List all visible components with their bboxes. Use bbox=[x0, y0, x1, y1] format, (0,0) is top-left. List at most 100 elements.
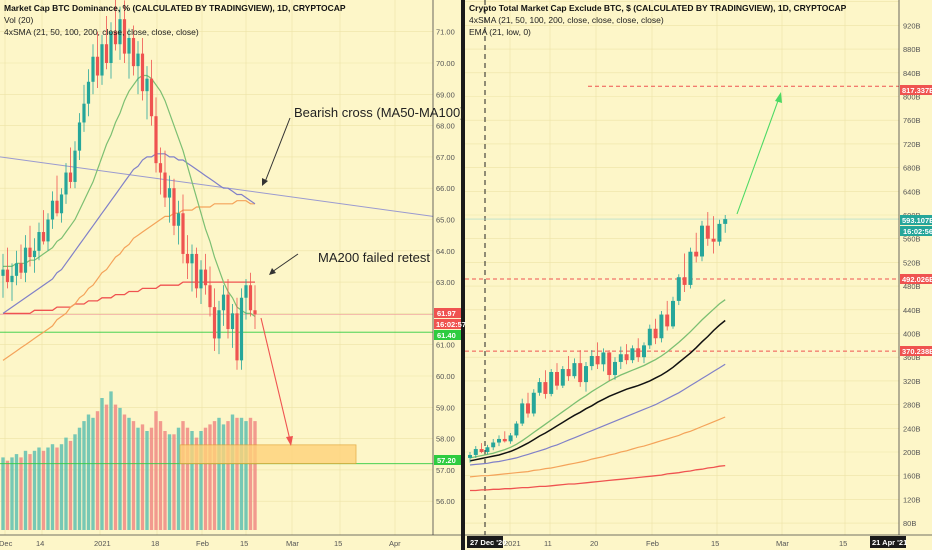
right-candle-body bbox=[589, 356, 594, 367]
left-volume-bar bbox=[131, 421, 136, 530]
left-volume-bar bbox=[95, 411, 100, 530]
right-price-tick-label: 440B bbox=[903, 306, 921, 315]
left-volume-bar bbox=[118, 407, 122, 530]
right-price-tick-label: 840B bbox=[903, 69, 921, 78]
left-time-tick-label: Dec bbox=[0, 539, 13, 548]
left-volume-bar bbox=[82, 421, 86, 530]
left-sma-indicator[interactable]: 4xSMA (21, 50, 100, 200, close, close, c… bbox=[4, 27, 199, 37]
left-candle-body bbox=[77, 122, 82, 151]
right-time-tick-label: Mar bbox=[776, 539, 789, 548]
left-time-tick-label: 2021 bbox=[94, 539, 111, 548]
left-projection-arrow-head bbox=[286, 436, 293, 446]
left-volume-bar bbox=[91, 417, 95, 530]
right-grid bbox=[465, 0, 899, 535]
left-time-badge: 16:02:57 bbox=[434, 319, 466, 329]
right-price-tick-label: 520B bbox=[903, 258, 921, 267]
left-volume-bar bbox=[46, 447, 50, 530]
left-price-tick-label: 61.00 bbox=[436, 341, 455, 350]
right-price-tick-label: 760B bbox=[903, 116, 921, 125]
left-candle-body bbox=[37, 232, 41, 251]
left-candle-body bbox=[181, 213, 185, 254]
left-volume-bar bbox=[140, 424, 145, 530]
left-price-badge: 61.97 bbox=[434, 308, 461, 318]
left-vol-indicator[interactable]: Vol (20) bbox=[4, 15, 33, 25]
svg-text:61.97: 61.97 bbox=[437, 309, 456, 318]
left-volume-bars bbox=[1, 391, 257, 530]
left-volume-bar bbox=[41, 450, 46, 530]
right-price-tick-label: 320B bbox=[903, 377, 921, 386]
left-candle-body bbox=[154, 116, 158, 164]
right-chart-title: Crypto Total Market Cap Exclude BTC, $ (… bbox=[469, 3, 847, 13]
right-candle-body bbox=[526, 403, 530, 414]
right-ma50-line bbox=[469, 363, 726, 466]
left-candle-body bbox=[221, 294, 226, 311]
left-candle-body bbox=[118, 19, 122, 45]
right-ema-indicator[interactable]: EMA (21, low, 0) bbox=[469, 27, 531, 37]
left-price-tick-label: 70.00 bbox=[436, 59, 455, 68]
left-price-tick-label: 64.00 bbox=[436, 247, 455, 256]
left-candle-body bbox=[10, 275, 14, 283]
left-volume-bar bbox=[149, 427, 154, 530]
right-candle-body bbox=[578, 363, 583, 383]
left-volume-bar bbox=[23, 450, 28, 530]
right-annotations bbox=[736, 92, 782, 215]
left-candle-body bbox=[158, 163, 163, 173]
left-candle-body bbox=[59, 194, 64, 214]
left-candle-body bbox=[127, 37, 131, 54]
left-volume-bar bbox=[176, 427, 181, 530]
retest-arrow-head bbox=[269, 268, 276, 275]
right-candle-body bbox=[711, 238, 716, 242]
svg-text:27 Dec '20: 27 Dec '20 bbox=[470, 538, 506, 547]
left-time-tick-label: 18 bbox=[151, 539, 159, 548]
left-projection-arrow bbox=[260, 317, 291, 441]
left-candle-body bbox=[19, 263, 23, 273]
left-time-tick-label: Feb bbox=[196, 539, 209, 548]
left-candle-body bbox=[190, 253, 194, 264]
right-candle-body bbox=[572, 363, 577, 377]
svg-text:16:02:56: 16:02:56 bbox=[903, 227, 932, 236]
left-candle-body bbox=[244, 285, 248, 298]
right-candle-body bbox=[560, 369, 565, 386]
right-ma100-line bbox=[469, 416, 726, 478]
right-price-tick-label: 680B bbox=[903, 164, 921, 173]
left-candle-body bbox=[136, 53, 140, 67]
right-time-tick-label: 15 bbox=[711, 539, 719, 548]
right-ma200-line bbox=[470, 464, 726, 492]
right-candle-body bbox=[659, 314, 664, 339]
right-level-badge-2: 370.238B bbox=[900, 346, 932, 356]
left-volume-bar bbox=[73, 434, 77, 530]
right-candle-body bbox=[676, 277, 681, 301]
right-sma-indicator[interactable]: 4xSMA (21, 50, 100, 200, close, close, c… bbox=[469, 15, 664, 25]
right-price-tick-label: 880B bbox=[903, 45, 921, 54]
left-time-tick-label: 15 bbox=[334, 539, 342, 548]
panel-divider[interactable] bbox=[461, 0, 465, 550]
left-candle-body bbox=[109, 31, 113, 63]
left-candle-body bbox=[55, 200, 59, 214]
right-candle-body bbox=[700, 225, 704, 257]
left-candle-body bbox=[230, 313, 235, 330]
right-candle-body bbox=[688, 251, 693, 285]
left-candle-body bbox=[46, 219, 50, 242]
right-price-tick-label: 640B bbox=[903, 187, 921, 196]
left-time-tick-label: Mar bbox=[286, 539, 299, 548]
right-time-tick-label: 15 bbox=[839, 539, 847, 548]
right-candle-body bbox=[671, 300, 675, 327]
left-candle-body bbox=[226, 294, 230, 330]
right-candle-body bbox=[618, 354, 623, 362]
left-volume-bar bbox=[59, 444, 64, 530]
left-volume-bar bbox=[55, 447, 59, 530]
left-volume-bar bbox=[163, 431, 167, 530]
left-candle-body bbox=[5, 269, 10, 283]
left-volume-bar bbox=[104, 404, 109, 530]
right-time-tick-label: 20 bbox=[590, 539, 598, 548]
left-volume-bar bbox=[109, 391, 113, 530]
left-candle-body bbox=[100, 44, 104, 76]
right-candle-body bbox=[566, 369, 571, 377]
right-candle-body bbox=[723, 219, 728, 224]
left-candle-body bbox=[104, 44, 109, 63]
retest-arrow-line bbox=[271, 253, 299, 273]
left-volume-bar bbox=[194, 437, 199, 530]
right-candle-body bbox=[595, 356, 600, 365]
left-annotations bbox=[260, 117, 299, 446]
left-price-tick-label: 65.00 bbox=[436, 216, 455, 225]
